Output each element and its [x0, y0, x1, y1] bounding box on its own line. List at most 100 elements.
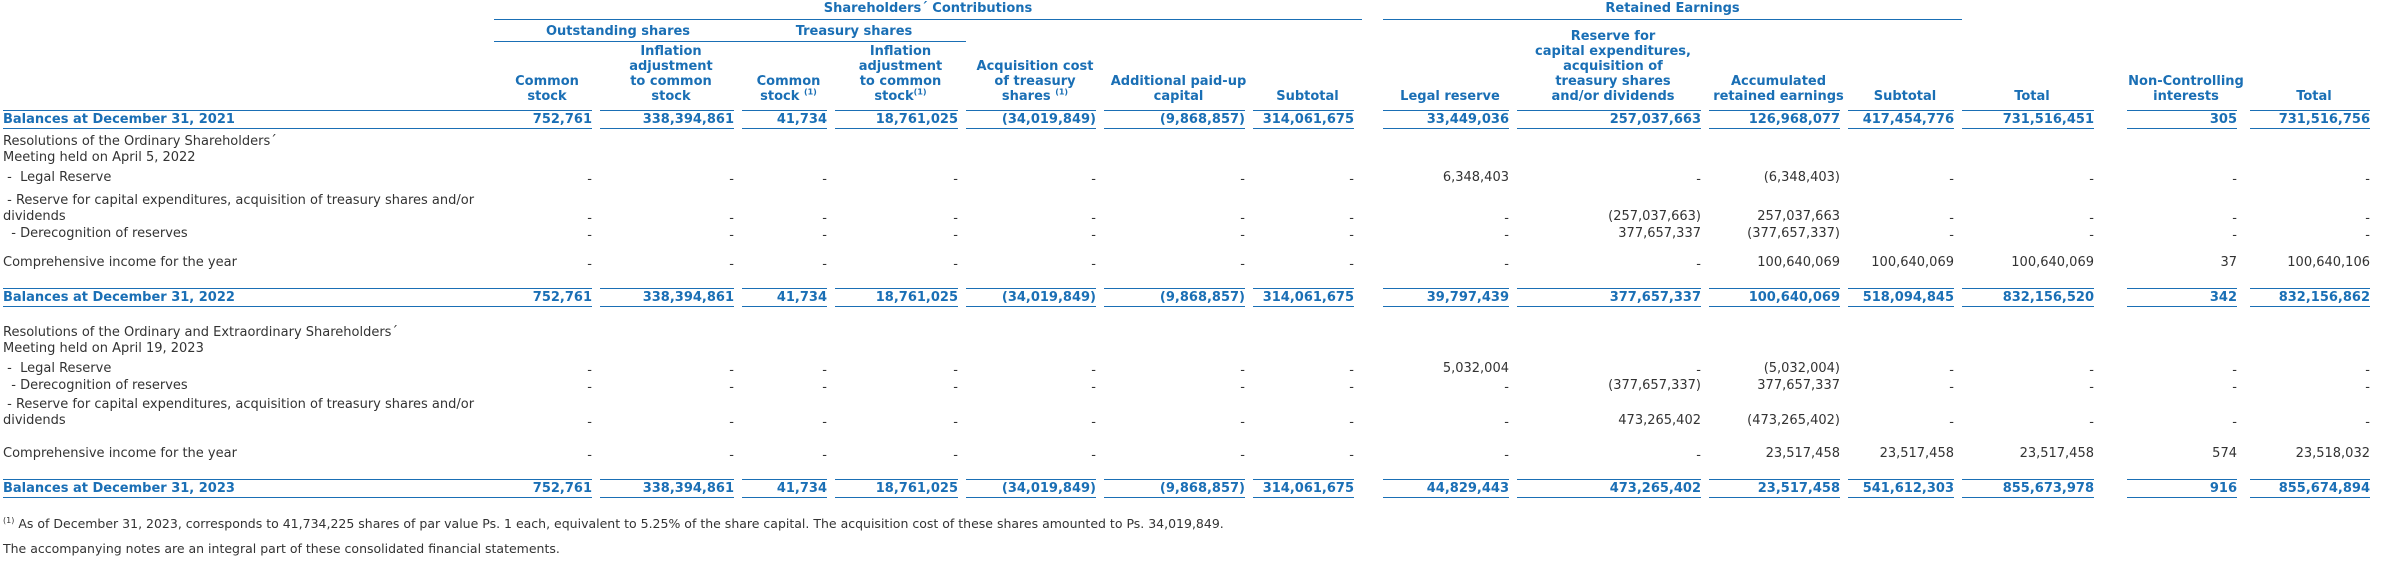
balance-rule-bottom-col: [1709, 497, 1840, 498]
balance-cell: 752,761: [532, 112, 592, 127]
balance-rule-top-col: [742, 288, 827, 289]
balance-cell: 916: [2209, 481, 2237, 496]
balance-cell: 41,734: [776, 290, 827, 305]
value-cell: -: [2089, 211, 2094, 226]
balance-rule-bottom-col: [1709, 128, 1840, 129]
balance-cell: 100,640,069: [1748, 290, 1840, 305]
balance-rule-bottom-col: [1517, 497, 1701, 498]
value-cell: 23,517,458: [2019, 446, 2094, 461]
value-cell: -: [1240, 228, 1245, 243]
balance-rule-top-col: [835, 479, 958, 480]
balance-cell: (9,868,857): [1159, 290, 1245, 305]
value-cell: -: [2232, 172, 2237, 187]
row-label: dividends: [3, 209, 66, 224]
balance-cell: 314,061,675: [1262, 290, 1354, 305]
balance-rule-top-col: [600, 110, 734, 111]
balance-rule-top-col: [2250, 288, 2370, 289]
balance-cell: 338,394,861: [642, 112, 734, 127]
group-header-contributions: Shareholders´ Contributions: [823, 1, 1033, 16]
row-label: - Reserve for capital expenditures, acqu…: [3, 397, 475, 412]
balance-cell: 832,156,862: [2278, 290, 2370, 305]
subheader-underline-treasury: [742, 41, 966, 42]
row-label: - Legal Reserve: [3, 170, 112, 185]
value-cell: -: [729, 415, 734, 430]
balance-row-label: Balances at December 31, 2023: [3, 481, 235, 496]
balance-rule-bottom-col: [494, 497, 592, 498]
balance-rule-top-col: [1848, 479, 1954, 480]
balance-rule-bottom-col: [1104, 128, 1245, 129]
value-cell: (377,657,337): [1747, 226, 1840, 241]
value-cell: (6,348,403): [1763, 170, 1840, 185]
balance-rule-bottom-col: [600, 128, 734, 129]
row-label: Comprehensive income for the year: [3, 446, 237, 461]
balance-cell: 39,797,439: [1426, 290, 1509, 305]
balance-rule-bottom-col: [1383, 497, 1509, 498]
balance-rule-top-col: [1383, 479, 1509, 480]
balance-rule-bottom-col: [835, 128, 958, 129]
balance-cell: 18,761,025: [875, 112, 958, 127]
balance-rule-top-col: [1104, 479, 1245, 480]
value-cell: 473,265,402: [1618, 413, 1701, 428]
value-cell: -: [1696, 257, 1701, 272]
column-header-8: Legal reserveLegal reserve: [1400, 89, 1500, 104]
balance-cell: (9,868,857): [1159, 481, 1245, 496]
balance-cell: 44,829,443: [1426, 481, 1509, 496]
value-cell: -: [1091, 363, 1096, 378]
balance-cell: 338,394,861: [642, 481, 734, 496]
balance-cell: 41,734: [776, 112, 827, 127]
row-label: Meeting held on April 5, 2022: [3, 150, 196, 165]
value-cell: -: [822, 228, 827, 243]
value-cell: -: [587, 380, 592, 395]
value-cell: -: [2089, 172, 2094, 187]
balance-rule-bottom-col: [2127, 128, 2237, 129]
value-cell: -: [1091, 448, 1096, 463]
balance-rule-bottom-col: [2250, 128, 2370, 129]
balance-rule-top-col: [966, 479, 1096, 480]
balance-rule-top: [3, 110, 494, 111]
balance-rule-top-col: [742, 110, 827, 111]
balance-rule-top-col: [2250, 479, 2370, 480]
value-cell: -: [1349, 172, 1354, 187]
value-cell: -: [1349, 228, 1354, 243]
balance-cell: (34,019,849): [1001, 290, 1096, 305]
balance-rule-top-col: [1383, 110, 1509, 111]
balance-cell: 518,094,845: [1862, 290, 1954, 305]
balance-rule-top-col: [1253, 479, 1354, 480]
balance-rule-top-col: [2250, 110, 2370, 111]
row-label: Comprehensive income for the year: [3, 255, 237, 270]
value-cell: -: [2365, 380, 2370, 395]
balance-rule-bottom-col: [2127, 497, 2237, 498]
balance-rule-top-col: [1517, 479, 1701, 480]
row-label: Meeting held on April 19, 2023: [3, 341, 204, 356]
balance-rule-top-col: [1517, 288, 1701, 289]
balance-rule-top-col: [742, 479, 827, 480]
balance-cell: 41,734: [776, 481, 827, 496]
value-cell: -: [587, 257, 592, 272]
value-cell: 100,640,069: [1871, 255, 1954, 270]
value-cell: -: [822, 380, 827, 395]
balance-cell: 855,673,978: [2002, 481, 2094, 496]
balance-rule-top-col: [1848, 288, 1954, 289]
value-cell: 100,640,069: [2011, 255, 2094, 270]
group-header-retained-earnings: Retained Earnings: [1605, 1, 1740, 16]
value-cell: -: [729, 228, 734, 243]
column-header-6: Additional paid-upcapitalAdditional paid…: [1110, 74, 1247, 104]
column-header-12: TotalTotal: [2014, 89, 2050, 104]
balance-cell: 855,674,894: [2278, 481, 2370, 496]
balance-cell: 342: [2209, 290, 2237, 305]
balance-rule-top: [3, 288, 494, 289]
value-cell: -: [2232, 415, 2237, 430]
value-cell: -: [1091, 172, 1096, 187]
value-cell: -: [822, 415, 827, 430]
balance-rule-bottom-col: [2250, 497, 2370, 498]
balance-rule-top-col: [494, 479, 592, 480]
balance-rule-bottom-col: [600, 306, 734, 307]
value-cell: (257,037,663): [1608, 209, 1701, 224]
balance-cell: 314,061,675: [1262, 112, 1354, 127]
balance-cell: 541,612,303: [1862, 481, 1954, 496]
balance-cell: 731,516,451: [2002, 112, 2094, 127]
value-cell: -: [1504, 228, 1509, 243]
row-label: - Legal Reserve: [3, 361, 112, 376]
balance-rule-bottom: [3, 128, 494, 129]
